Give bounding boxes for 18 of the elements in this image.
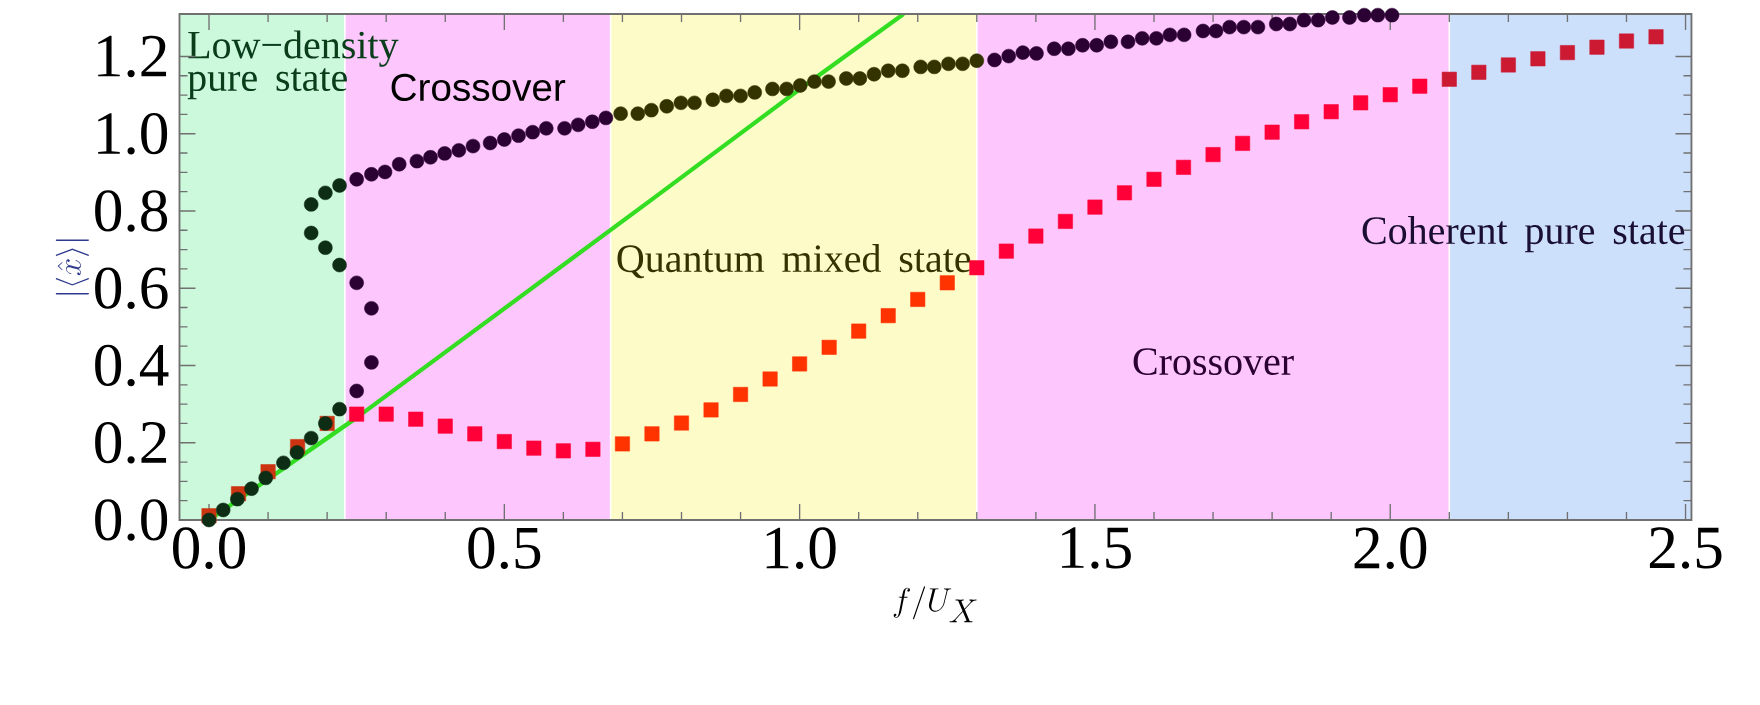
- x-tick-label: 0.5: [468, 527, 541, 570]
- y-tick-label: 1.0: [98, 112, 168, 155]
- x-tick-label: 1.5: [1062, 527, 1131, 569]
- y-tick-label: 1.2: [98, 35, 167, 78]
- band-label: Quantum mixed state: [617, 244, 971, 279]
- y-tick-label: 0.6: [95, 267, 168, 310]
- x-tick-label: 0.0: [173, 527, 246, 570]
- y-tick-label: 0.8: [95, 190, 168, 232]
- y-axis-title: $|\langle \hat{x} \rangle|$: [55, 239, 89, 295]
- y-tick-label: 0.4: [95, 344, 169, 387]
- x-tick-label: 2.5: [1649, 527, 1722, 569]
- y-tick-label: 0.2: [95, 421, 167, 464]
- x-tick-label: 2.0: [1354, 527, 1427, 570]
- x-axis-title: $f/U_X$: [893, 586, 977, 623]
- x-tick-label: 1.0: [766, 527, 836, 570]
- band-label: Crossover: [1133, 348, 1294, 376]
- band-label: Coherent pure state: [1362, 216, 1685, 253]
- y-tick-label: 0.0: [95, 499, 168, 541]
